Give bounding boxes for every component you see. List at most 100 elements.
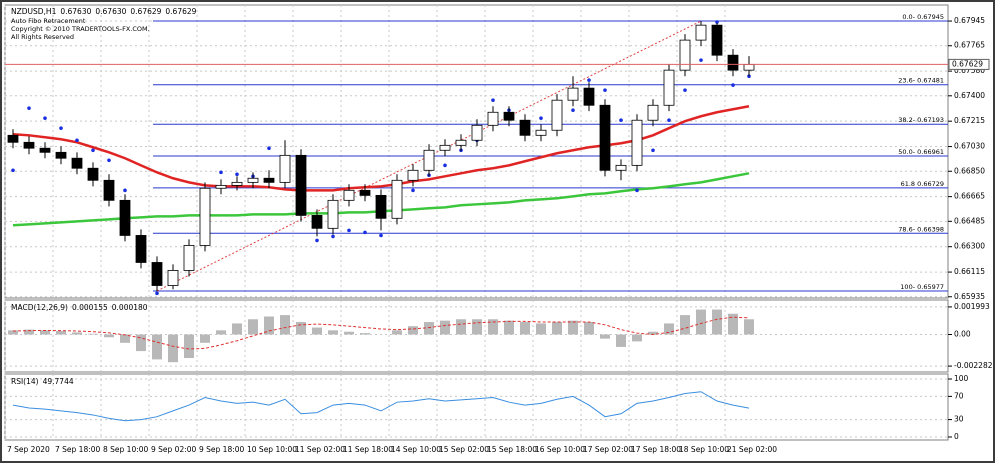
x-tick-label: 15 Sep 18:00 [487,445,537,454]
sar-dot [619,118,623,123]
macd-bar [664,323,674,335]
macd-bar [216,330,226,335]
y-tick-label: 0.67215 [954,116,985,125]
y-tick-label: 30 [954,415,964,424]
indicator-name: RSI(14) [11,377,39,386]
sar-dot [235,172,239,177]
candle-body [743,63,755,71]
candle-body [327,199,339,229]
sar-dot [731,83,735,87]
x-tick-label: 18 Sep 10:00 [679,445,729,454]
candle-body [375,194,387,219]
x-tick-label: 11 Sep 18:00 [343,445,393,454]
fibo-label: 100- 0.65977 [900,283,944,291]
sar-dot [379,233,383,238]
sar-dot [75,138,79,143]
annotation: All Rights Reserved [11,33,74,41]
fibo-label: 0.0- 0.67945 [902,13,944,21]
macd-bar [552,322,562,335]
sar-dot [11,168,15,173]
sar-dot [683,88,687,92]
sar-dot [219,170,223,175]
y-tick-label: 0 [954,432,959,441]
candle-body [23,141,35,149]
y-tick-label: 0.67945 [954,16,985,25]
macd-bar [536,323,546,335]
annotation: Copyright © 2010 TRADERTOOLS-FX.COM. [11,25,150,33]
macd-bar [72,332,82,335]
x-tick-label: 14 Sep 10:00 [391,445,441,454]
x-tick-label: 17 Sep 18:00 [631,445,681,454]
candle-body [551,99,563,131]
y-tick-label: 0.67030 [954,142,985,151]
symbol-header: NZDUSD,H1 0.67630 0.67630 0.67629 0.67629 [11,7,197,16]
y-tick-label: 0.67580 [954,66,985,75]
sar-dot [603,88,607,92]
y-tick-label: 0.67765 [954,41,985,50]
candle-body [439,144,451,151]
candle-body [423,149,435,171]
macd-bar [40,330,50,335]
candle-body [567,87,579,101]
candle-body [103,179,115,201]
candle-body [343,189,355,201]
x-tick-label: 8 Sep 10:00 [103,445,149,454]
candle-body [455,139,467,146]
x-tick-label: 16 Sep 10:00 [535,445,585,454]
candle-body [279,154,291,183]
macd-bar [184,334,194,359]
macd-bar [696,309,706,335]
candle-body [71,157,83,169]
macd-bar [56,331,66,335]
indicator-label: RSI(14) 49.7744 [11,377,74,386]
last-bar-value: 0.67630 [60,7,91,16]
macd-bar [312,327,322,335]
y-tick-label: 70 [954,391,964,400]
macd-bar [408,326,418,335]
x-tick-label: 10 Sep 10:00 [247,445,297,454]
macd-bar [520,322,530,335]
indicator-name: MACD(12,26,9) [11,303,68,312]
sar-dot [43,116,47,120]
y-tick-label: -0.002282 [954,361,993,370]
sar-dot [667,118,671,123]
candle-body [359,189,371,196]
macd-bar [584,322,594,335]
x-tick-label: 15 Sep 02:00 [439,445,489,454]
sar-dot [411,188,415,193]
fibo-label: 23.6- 0.67481 [898,77,944,85]
candle-body [727,54,739,71]
macd-bar [424,322,434,335]
candle-body [471,124,483,141]
x-tick-label: 21 Sep 02:00 [727,445,777,454]
candle-body [535,129,547,136]
moving-average [12,105,750,192]
sar-dot [699,58,703,62]
macd-bar [328,330,338,335]
candle-body [679,39,691,71]
candle-body [119,199,131,236]
candle-body [39,147,51,153]
candle-body [135,235,147,263]
candle-body [663,69,675,106]
current-price-box [948,58,990,70]
indicator-value: 49.7744 [43,377,74,386]
last-bar-value: 0.67629 [130,7,161,16]
macd-bar [120,334,130,343]
sar-dot [267,146,271,151]
macd-bar [440,320,450,335]
symbol: NZDUSD,H1 [11,7,57,16]
sar-dot [59,126,63,130]
fibo-label: 61.8 0.66729 [901,180,944,188]
macd-bar [632,334,642,342]
y-tick-label: 0.66300 [954,242,985,251]
current-price-label: 0.67629 [952,59,983,68]
macd-bar [680,315,690,335]
candle-body [7,134,19,143]
macd-bar [360,333,370,335]
candle-body [295,154,307,216]
indicator-value: 0.000180 [112,303,148,312]
candle-body [199,187,211,246]
x-tick-label: 17 Sep 02:00 [583,445,633,454]
